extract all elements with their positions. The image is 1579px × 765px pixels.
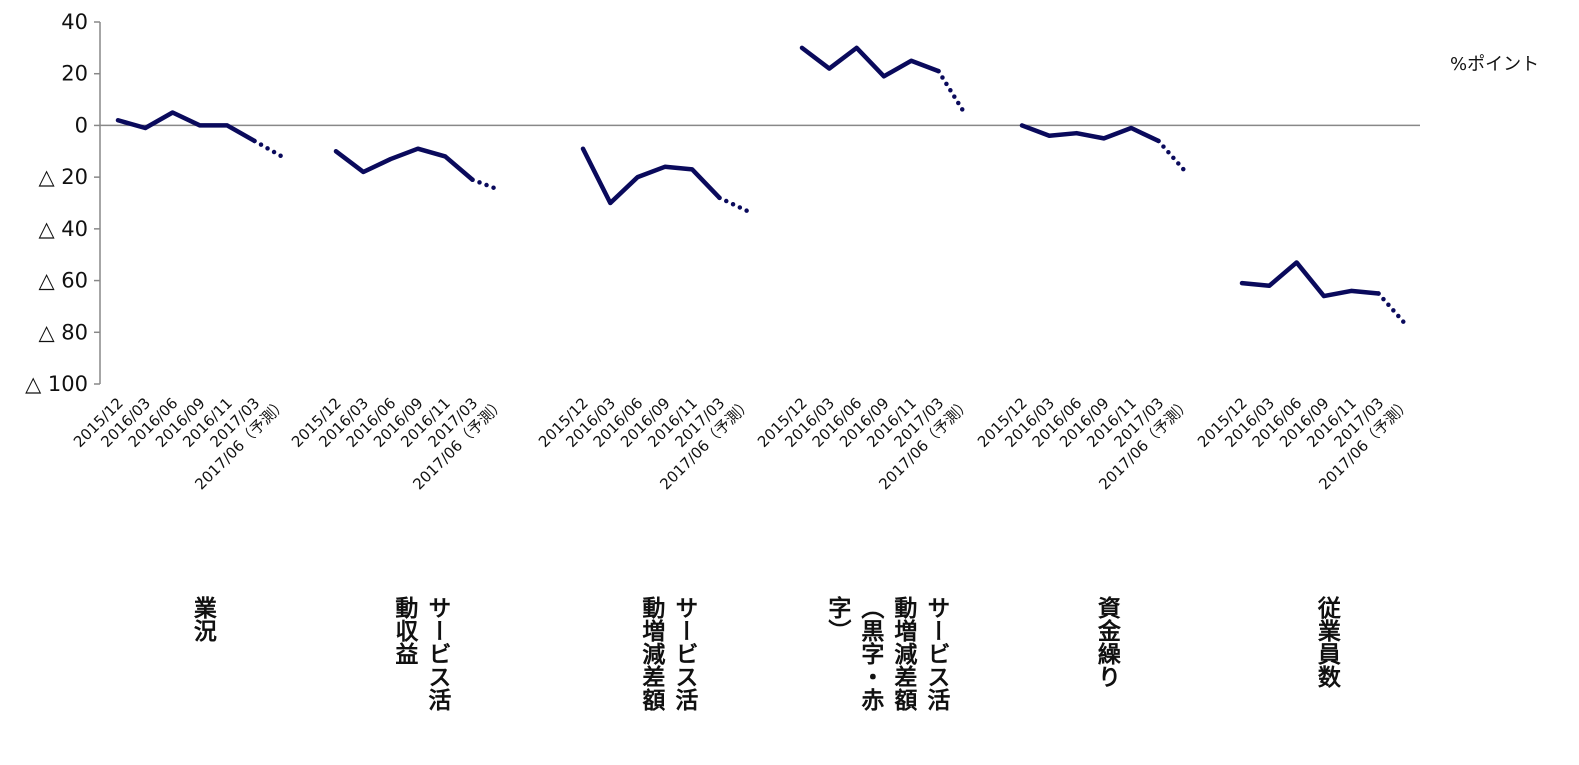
y-tick-label: △ 20: [38, 165, 88, 189]
forecast-segment: [1156, 138, 1189, 175]
y-tick-label: △ 80: [38, 320, 88, 344]
series-line: [799, 45, 941, 79]
y-axis-ticks: 40 20 0 △ 20 △ 40 △ 60 △ 80 △ 100: [25, 10, 100, 396]
series-line: [1019, 123, 1161, 144]
category-label: 資金繰り: [1093, 596, 1120, 688]
y-tick-label: 0: [75, 113, 88, 137]
forecast-segment: [1376, 291, 1409, 327]
category-label: サービス活 動収益: [390, 596, 450, 711]
series-layer: [115, 45, 1409, 327]
category-label: サービス活 動増減差額 （黒字・赤 字）: [823, 596, 949, 711]
category-label: 従業員数: [1313, 596, 1340, 688]
series-line: [1239, 260, 1381, 299]
y-tick-label: 20: [61, 62, 88, 86]
forecast-segment: [252, 138, 285, 159]
forecast-segment: [936, 68, 969, 118]
y-tick-label: △ 40: [38, 217, 88, 241]
series-line: [580, 146, 722, 206]
forecast-segment: [470, 177, 503, 193]
series-line: [115, 110, 257, 144]
y-tick-label: △ 60: [38, 269, 88, 293]
category-label: サービス活 動増減差額: [637, 596, 697, 711]
forecast-segment: [717, 195, 750, 214]
y-tick-label: 40: [61, 10, 88, 34]
category-label: 業況: [189, 596, 216, 642]
unit-label: %ポイント: [1450, 54, 1539, 75]
x-tick-labels: 2015/122016/032016/062016/092016/112017/…: [70, 394, 1415, 493]
series-line: [333, 146, 475, 182]
y-tick-label: △ 100: [25, 372, 88, 396]
